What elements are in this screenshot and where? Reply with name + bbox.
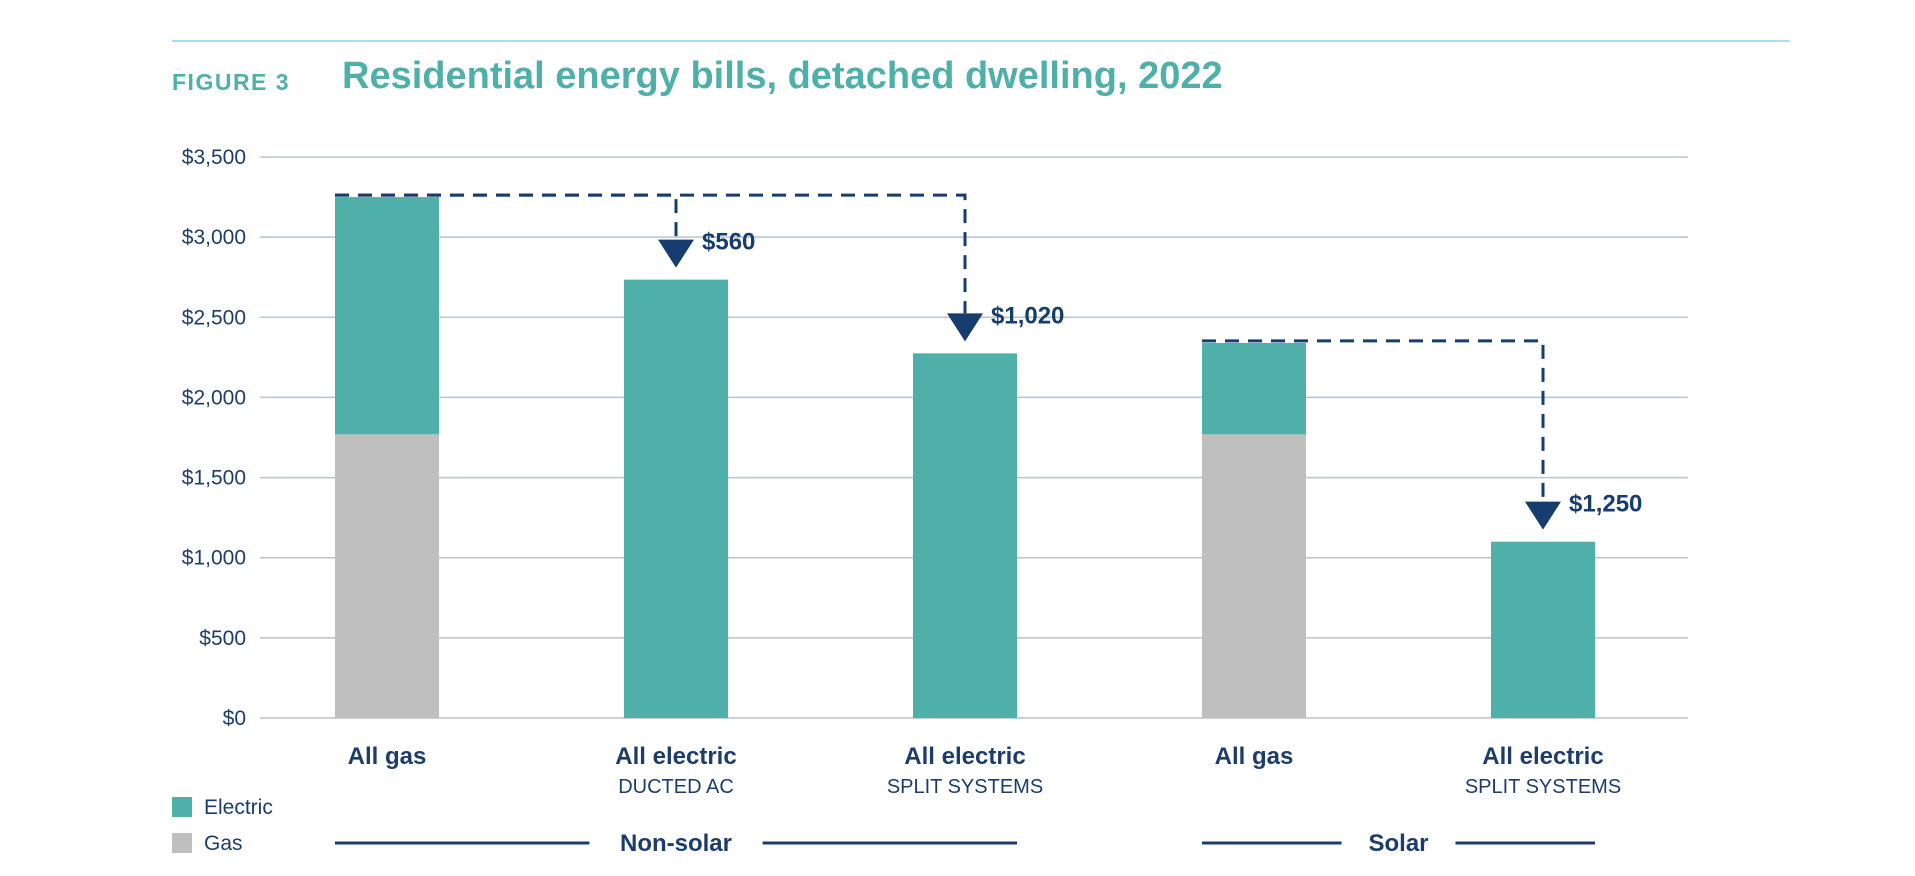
x-category-label: All electric <box>615 743 736 770</box>
group-label: Solar <box>1368 830 1428 857</box>
y-tick-label: $1,000 <box>182 547 246 570</box>
bar-electric-4 <box>1202 342 1306 435</box>
savings-label: $1,020 <box>991 302 1064 329</box>
y-tick-label: $0 <box>223 707 246 730</box>
y-tick-label: $500 <box>199 627 246 650</box>
legend-label-electric: Electric <box>204 796 273 819</box>
x-category-sublabel: SPLIT SYSTEMS <box>1465 776 1621 798</box>
x-category-label: All gas <box>348 743 427 770</box>
arrowhead-icon <box>1525 501 1561 530</box>
legend: Electric Gas <box>172 796 273 855</box>
bar-electric-5 <box>1491 541 1595 718</box>
category-labels: All gas All electric DUCTED AC All electric… <box>348 743 1622 798</box>
figure-label: FIGURE 3 <box>172 69 290 95</box>
savings-label: $1,250 <box>1569 491 1642 518</box>
savings-connector <box>335 193 678 240</box>
legend-label-gas: Gas <box>204 832 243 855</box>
group-label: Non-solar <box>620 830 732 857</box>
savings-connector <box>335 193 967 314</box>
x-category-sublabel: DUCTED AC <box>618 776 734 798</box>
arrowhead-icon <box>947 313 983 342</box>
bar-gas-4 <box>1202 434 1306 718</box>
arrowhead-icon <box>658 239 694 268</box>
gridlines: $0 $500 $1,000 $1,500 $2,000 $2,500 $3,000 $3,5… <box>182 146 1688 730</box>
bar-electric-1 <box>335 197 439 435</box>
chart-title: Residential energy bills, detached dwell… <box>342 55 1223 97</box>
y-tick-label: $3,000 <box>182 226 246 249</box>
x-category-sublabel: SPLIT SYSTEMS <box>887 776 1043 798</box>
bars <box>335 197 1595 718</box>
x-category-label: All electric <box>904 743 1025 770</box>
bar-electric-2 <box>624 279 728 718</box>
savings-annotations: $560 $1,020 $1,250 <box>335 193 1642 530</box>
bar-gas-1 <box>335 434 439 718</box>
savings-label: $560 <box>702 229 755 256</box>
x-category-label: All electric <box>1482 743 1603 770</box>
legend-swatch-gas <box>172 833 192 853</box>
bar-electric-3 <box>913 353 1017 718</box>
savings-connector <box>1202 339 1545 502</box>
y-tick-label: $1,500 <box>182 467 246 490</box>
y-tick-label: $3,500 <box>182 146 246 169</box>
x-category-label: All gas <box>1215 743 1294 770</box>
y-tick-label: $2,500 <box>182 306 246 329</box>
group-labels: Non-solar Solar <box>335 830 1595 857</box>
legend-swatch-electric <box>172 797 192 817</box>
y-tick-label: $2,000 <box>182 386 246 409</box>
